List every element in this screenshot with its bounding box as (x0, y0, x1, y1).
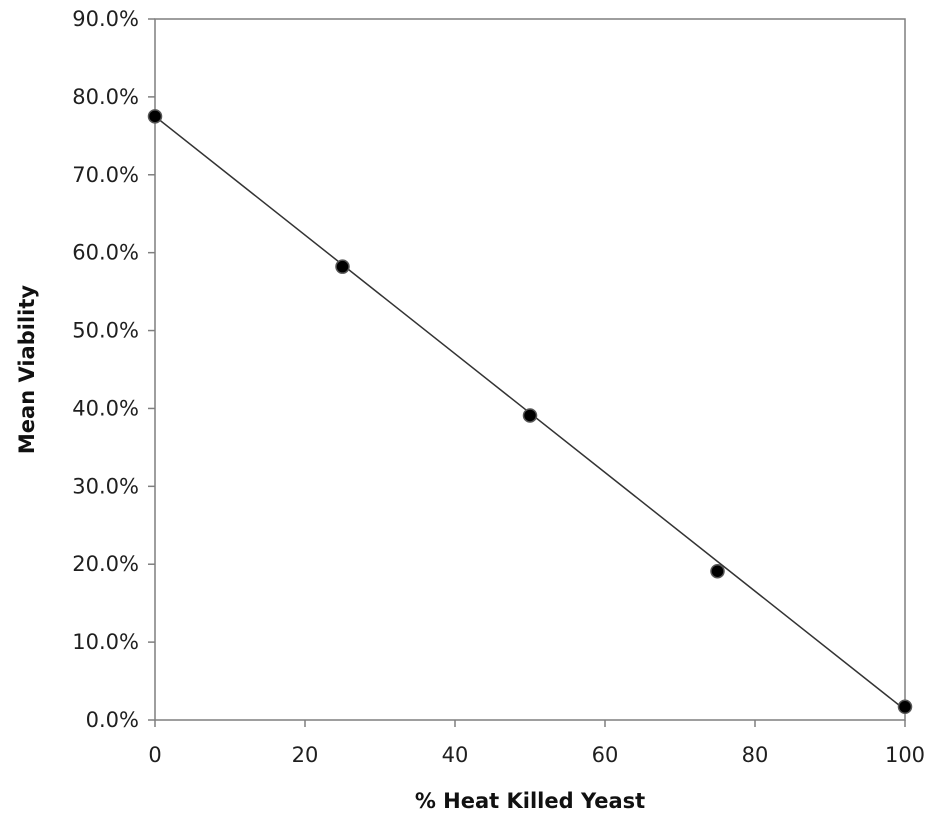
data-point (710, 563, 725, 579)
x-tick-label: 40 (442, 743, 469, 767)
data-point (335, 259, 350, 274)
y-tick-label: 80.0% (72, 85, 139, 109)
y-tick-label: 0.0% (86, 708, 139, 732)
x-axis-ticks: 0 20 40 60 80 100 (148, 720, 925, 767)
y-tick-label: 30.0% (72, 474, 139, 498)
data-point (522, 408, 538, 423)
data-point (147, 109, 163, 124)
x-axis-title: % Heat Killed Yeast (415, 789, 645, 813)
y-tick-label: 70.0% (72, 163, 139, 187)
y-axis-title: Mean Viability (15, 285, 39, 454)
x-tick-label: 100 (885, 743, 925, 767)
y-tick-label: 90.0% (72, 7, 139, 31)
x-tick-label: 80 (742, 743, 769, 767)
y-tick-label: 50.0% (72, 319, 139, 343)
plot-area-frame (154, 18, 906, 721)
y-tick-label: 40.0% (72, 396, 139, 420)
y-axis-ticks: 0.0% 10.0% 20.0% 30.0% 40.0% 50.0% 60.0% 70.0% 8… (72, 7, 155, 732)
y-tick-label: 10.0% (72, 630, 139, 654)
y-tick-label: 20.0% (72, 552, 139, 576)
data-point (897, 699, 913, 715)
x-tick-label: 60 (592, 743, 619, 767)
x-tick-label: 20 (292, 743, 319, 767)
x-tick-label: 0 (148, 743, 161, 767)
data-points (147, 109, 913, 715)
y-tick-label: 60.0% (72, 241, 139, 265)
